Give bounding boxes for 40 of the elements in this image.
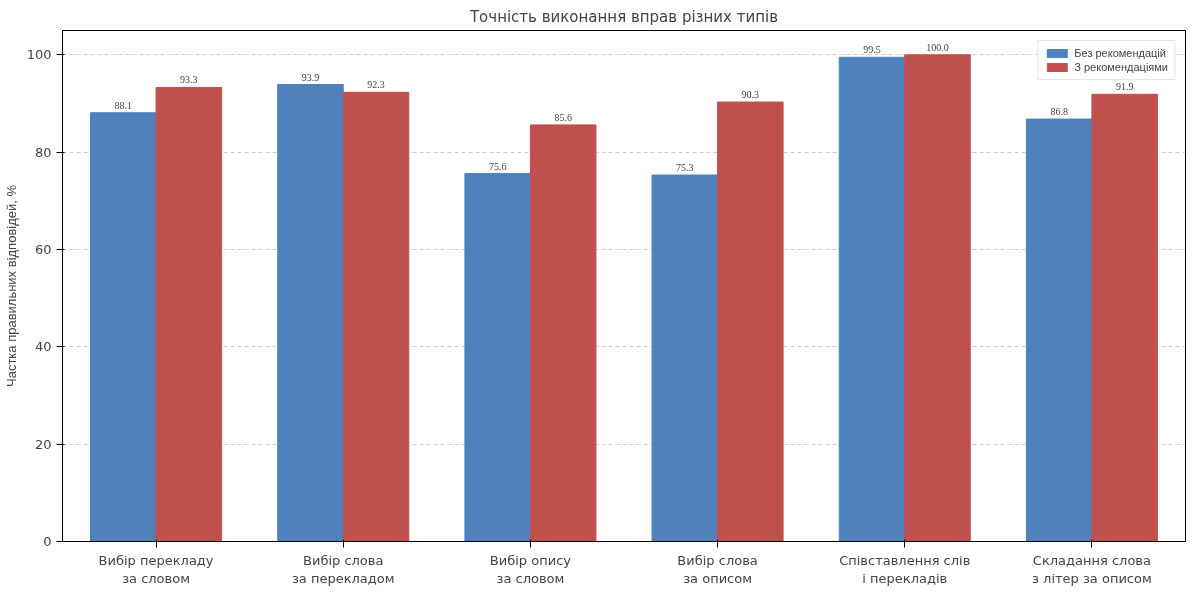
x-tick-label: Вибір опису за словом [489,552,572,586]
y-tick-label: 20 [34,436,52,452]
bar [155,86,223,542]
x-tick-label: Вибір слова за перекладом [291,552,395,586]
y-tick-label: 40 [34,339,52,355]
bar [342,91,410,542]
data-label: 92.3 [367,79,385,91]
y-axis-title: Частка правильних відповідей, % [3,184,19,388]
y-tick-label: 100 [26,47,52,63]
data-label: 100.0 [926,41,949,53]
bar [529,124,597,542]
data-label: 90.3 [741,89,760,101]
bar [1091,93,1158,542]
chart-title: Точність виконання вправ різних типів [468,7,779,26]
y-tick-label: 60 [34,242,52,257]
data-label: 88.1 [114,99,133,111]
bar [717,101,784,542]
data-label: 75.3 [676,162,694,174]
x-tick-label: Співставлення слів і перекладів [839,552,971,586]
data-label: 93.3 [180,74,198,86]
legend-label: Без рекомендацій [1074,47,1166,59]
data-label: 99.5 [863,44,881,56]
y-tick-label: 0 [43,534,52,549]
bar [277,84,344,542]
data-label: 91.9 [1115,81,1134,93]
y-tick-label: 80 [34,144,52,160]
legend-label: З рекомендаціями [1074,61,1168,73]
bar [464,173,531,542]
data-label: 85.6 [554,111,572,123]
data-label: 93.9 [301,71,320,83]
data-label: 86.8 [1050,106,1068,118]
bar [651,174,719,542]
x-tick-label: Вибір перекладу за словом [98,552,214,586]
bar [90,112,157,542]
bar [904,54,971,542]
bar [1025,118,1093,542]
x-tick-label: Вибір слова за описом [677,552,758,586]
data-label: 75.6 [488,160,507,172]
x-tick-label: Складання слова з літер за описом [1032,552,1152,586]
bar [838,56,906,542]
